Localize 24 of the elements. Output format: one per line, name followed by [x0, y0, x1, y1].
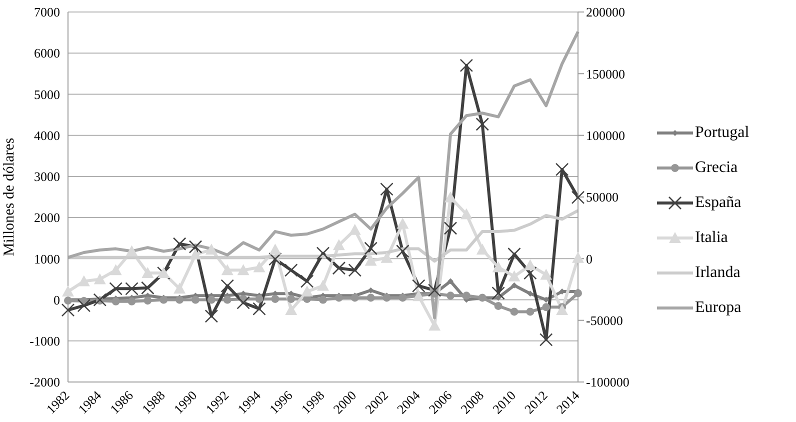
legend-label: España [695, 194, 742, 212]
y2-tick-label: 200000 [586, 4, 625, 20]
legend-label: Portugal [695, 124, 750, 142]
y2-tick-label: 0 [586, 251, 592, 266]
y2-tick-label: 150000 [586, 66, 625, 82]
y-tick-label: -2000 [30, 374, 60, 390]
y-tick-label: 2000 [34, 210, 60, 226]
y2-tick-label: 50000 [586, 190, 618, 205]
y2-tick-label: -50000 [586, 312, 623, 328]
y-tick-label: -1000 [30, 334, 60, 349]
y2-tick-label: 100000 [586, 128, 625, 143]
y-tick-label: 5000 [34, 86, 60, 102]
legend-label: Grecia [695, 158, 738, 176]
y-axis-title: Millones de dólares [1, 138, 18, 256]
y2-tick-label: -100000 [586, 374, 630, 390]
legend-label: Italia [695, 228, 728, 246]
y-tick-label: 0 [54, 292, 60, 308]
legend-label: Europa [695, 298, 742, 316]
y-tick-label: 3000 [34, 169, 60, 184]
y-tick-label: 6000 [34, 46, 60, 61]
y-tick-label: 7000 [34, 4, 60, 20]
y-tick-label: 4000 [34, 128, 60, 143]
legend-label: Irlanda [695, 264, 740, 282]
y-tick-label: 1000 [34, 251, 60, 266]
